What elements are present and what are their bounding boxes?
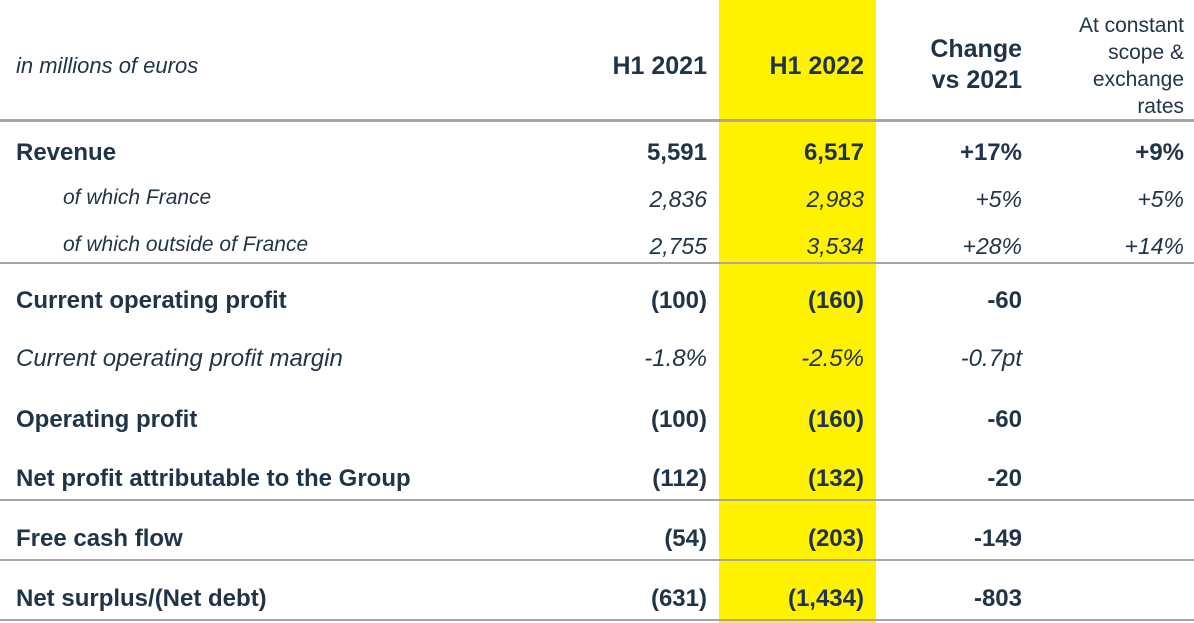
header-h1-2021: H1 2021 — [612, 52, 707, 80]
cell-h1-2022: (1,434) — [787, 585, 864, 612]
h1-2022-column-highlight — [719, 0, 876, 623]
cell-h1-2022: -2.5% — [801, 345, 864, 372]
row-label: Current operating profit margin — [16, 345, 343, 372]
free-cash-flow-rule — [0, 559, 1194, 561]
header-constant-line4: rates — [1137, 95, 1184, 118]
row-label: Net surplus/(Net debt) — [16, 585, 267, 612]
cell-h1-2021: 2,836 — [649, 186, 707, 212]
header-constant-line2: scope & — [1108, 41, 1184, 64]
row-label: of which France — [63, 186, 212, 209]
cell-h1-2022: (160) — [807, 287, 864, 314]
header-change-line1: Change — [930, 35, 1022, 63]
cell-h1-2021: (631) — [650, 585, 707, 612]
cell-constant: +14% — [1124, 233, 1184, 259]
cell-h1-2022: (203) — [807, 525, 864, 552]
row-label: Net profit attributable to the Group — [16, 465, 411, 492]
cell-change: -60 — [987, 287, 1022, 314]
row-label: of which outside of France — [63, 233, 309, 256]
cell-constant: +5% — [1137, 186, 1184, 212]
header-rule — [0, 119, 1194, 122]
row-label: Operating profit — [16, 406, 198, 433]
cell-h1-2021: (100) — [650, 287, 707, 314]
cell-change: -60 — [987, 406, 1022, 433]
cell-h1-2022: (132) — [807, 465, 864, 492]
row-label: Revenue — [16, 139, 117, 166]
cell-h1-2021: (100) — [650, 406, 707, 433]
bottom-rule — [0, 619, 1194, 621]
revenue-section-rule — [0, 262, 1194, 264]
table-header: in millions of euros H1 2021 H1 2022 Cha… — [0, 0, 1194, 120]
cell-change: +5% — [975, 186, 1022, 212]
header-constant-line3: exchange — [1092, 68, 1184, 91]
header-change-line2: vs 2021 — [931, 66, 1022, 94]
cell-h1-2022: (160) — [807, 406, 864, 433]
cell-change: -0.7pt — [960, 345, 1022, 372]
cell-h1-2021: 5,591 — [646, 139, 707, 166]
net-profit-rule — [0, 499, 1194, 501]
header-h1-2022: H1 2022 — [769, 52, 864, 80]
cell-constant: +9% — [1135, 139, 1184, 166]
header-constant-line1: At constant — [1078, 14, 1184, 37]
units-label: in millions of euros — [16, 53, 199, 78]
row-label: Free cash flow — [16, 525, 183, 552]
cell-change: -20 — [987, 465, 1022, 492]
cell-h1-2021: (54) — [664, 525, 707, 552]
cell-h1-2022: 2,983 — [806, 186, 864, 212]
cell-change: -803 — [973, 585, 1022, 612]
cell-change: +28% — [962, 233, 1022, 259]
cell-change: +17% — [959, 139, 1022, 166]
cell-h1-2021: (112) — [652, 465, 707, 492]
cell-change: -149 — [973, 525, 1022, 552]
cell-h1-2022: 3,534 — [806, 233, 864, 259]
header-change: Change vs 2021 — [930, 34, 1022, 96]
cell-h1-2021: 2,755 — [649, 233, 707, 259]
header-constant-scope: At constant scope & exchange rates — [1079, 12, 1184, 120]
cell-h1-2022: 6,517 — [803, 139, 864, 166]
row-label: Current operating profit — [16, 287, 287, 314]
cell-h1-2021: -1.8% — [644, 345, 707, 372]
